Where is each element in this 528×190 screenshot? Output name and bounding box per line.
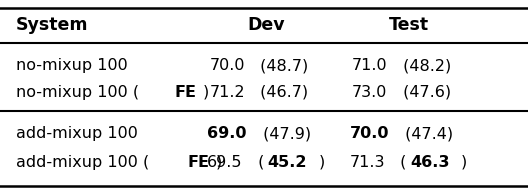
Text: add-mixup 100: add-mixup 100 [16, 127, 138, 141]
Text: 71.2: 71.2 [210, 85, 245, 100]
Text: (48.7): (48.7) [255, 58, 308, 73]
Text: (47.9): (47.9) [258, 127, 311, 141]
Text: 71.3: 71.3 [350, 155, 385, 170]
Text: (47.4): (47.4) [400, 127, 454, 141]
Text: no-mixup 100: no-mixup 100 [16, 58, 128, 73]
Text: 69.0: 69.0 [207, 127, 247, 141]
Text: 45.2: 45.2 [267, 155, 307, 170]
Text: 69.5: 69.5 [207, 155, 242, 170]
Text: FE: FE [175, 85, 197, 100]
Text: (48.2): (48.2) [398, 58, 451, 73]
Text: 73.0: 73.0 [352, 85, 388, 100]
Text: 46.3: 46.3 [410, 155, 449, 170]
Text: ): ) [203, 85, 209, 100]
Text: ): ) [216, 155, 222, 170]
Text: (: ( [253, 155, 264, 170]
Text: no-mixup 100 (: no-mixup 100 ( [16, 85, 139, 100]
Text: ): ) [461, 155, 467, 170]
Text: System: System [16, 16, 88, 34]
Text: (: ( [395, 155, 407, 170]
Text: FE: FE [188, 155, 210, 170]
Text: (46.7): (46.7) [256, 85, 308, 100]
Text: 70.0: 70.0 [210, 58, 245, 73]
Text: Test: Test [389, 16, 429, 34]
Text: (47.6): (47.6) [398, 85, 451, 100]
Text: add-mixup 100 (: add-mixup 100 ( [16, 155, 149, 170]
Text: ): ) [318, 155, 325, 170]
Text: 70.0: 70.0 [350, 127, 389, 141]
Text: Dev: Dev [248, 16, 286, 34]
Text: 71.0: 71.0 [352, 58, 388, 73]
